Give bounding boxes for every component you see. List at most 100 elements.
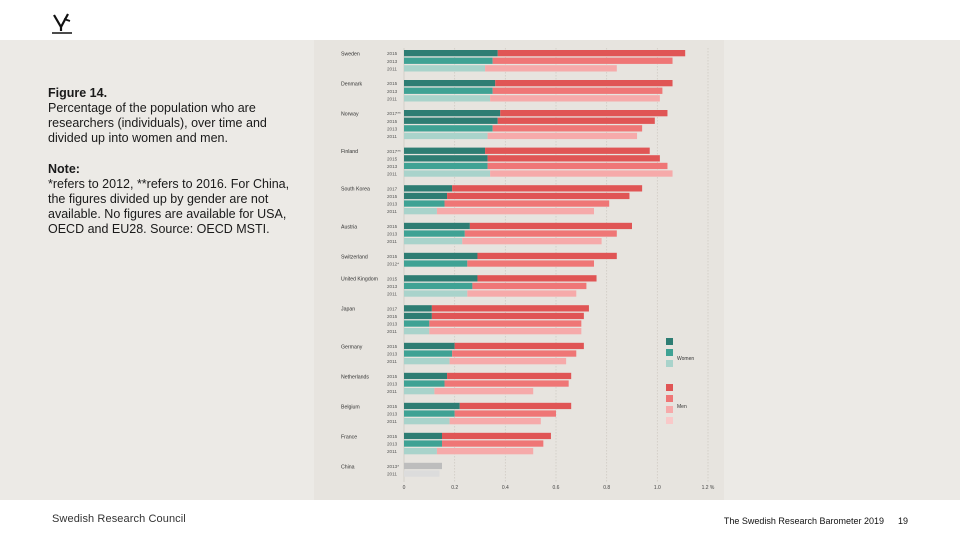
year-label: 2011 xyxy=(387,359,397,364)
year-label: 2015 xyxy=(387,156,398,161)
bar-men xyxy=(477,275,597,282)
bar-men xyxy=(487,132,638,140)
note-title: Note: xyxy=(48,162,80,176)
bar-women xyxy=(404,372,448,380)
country-label: China xyxy=(341,464,355,470)
bar-men xyxy=(442,432,551,440)
bar-men xyxy=(449,358,567,365)
bar-men xyxy=(500,110,668,117)
bar-men xyxy=(490,95,660,102)
x-tick-label: 0.4 xyxy=(502,485,509,491)
bar-women xyxy=(404,87,493,94)
legend-swatch-women xyxy=(666,349,673,356)
year-label: 2011 xyxy=(387,172,397,177)
bar-women xyxy=(404,110,501,117)
bar-men xyxy=(454,342,584,350)
year-label: 2013 xyxy=(387,284,398,289)
year-label: 2011 xyxy=(387,472,397,477)
country-label: Switzerland xyxy=(341,254,368,260)
year-label: 2017 xyxy=(387,186,398,191)
bar-women xyxy=(404,230,465,237)
bar-women xyxy=(404,57,493,64)
country-label: Denmark xyxy=(341,82,362,88)
year-label: 2015 xyxy=(387,276,398,281)
year-label: 2015 xyxy=(387,254,398,259)
bar-women xyxy=(404,65,486,72)
bar-men xyxy=(429,328,582,335)
bar-women xyxy=(404,200,445,207)
bar-total xyxy=(404,470,440,477)
year-label: 2013 xyxy=(387,412,398,417)
legend-swatch-women xyxy=(666,360,673,367)
bar-women xyxy=(404,147,486,154)
bar-women xyxy=(404,170,491,177)
bar-men xyxy=(459,402,572,410)
country-label: United Kingdom xyxy=(341,277,378,283)
country-label: Sweden xyxy=(341,52,360,58)
bar-women xyxy=(404,125,493,132)
bar-women xyxy=(404,380,445,387)
bar-women xyxy=(404,440,442,447)
bar-women xyxy=(404,388,435,395)
bar-men xyxy=(434,388,534,395)
bar-men xyxy=(452,350,577,357)
country-label: Finland xyxy=(341,149,358,155)
bar-women xyxy=(404,448,437,455)
bar-men xyxy=(487,162,668,170)
year-label: 2011 xyxy=(387,292,397,297)
figure-description: Percentage of the population who are res… xyxy=(48,101,267,145)
bar-men xyxy=(454,410,556,417)
bar-women xyxy=(404,418,450,425)
footer-brand: Swedish Research Council xyxy=(52,513,186,525)
bar-women xyxy=(404,402,460,410)
bar-men xyxy=(447,372,572,380)
country-label: Netherlands xyxy=(341,374,369,380)
year-label: 2013 xyxy=(387,126,398,131)
bar-men xyxy=(464,230,617,237)
country-label: Austria xyxy=(341,224,357,230)
bar-women xyxy=(404,290,468,297)
x-tick-label: 0.8 xyxy=(603,485,610,491)
bar-men xyxy=(497,117,655,124)
bar-men xyxy=(431,312,584,320)
chart-panel: Sweden 2015 2013 2011 Denmark 2015 2013 2011 Nor… xyxy=(314,40,724,500)
bar-men xyxy=(449,418,541,425)
bar-men xyxy=(467,260,594,267)
bar-women xyxy=(404,432,442,440)
bar-men xyxy=(447,192,630,200)
year-label: 2012* xyxy=(387,262,399,267)
bar-men xyxy=(444,380,569,387)
year-label: 2017** xyxy=(387,111,401,116)
figure-caption: Figure 14. Percentage of the population … xyxy=(48,86,298,237)
year-label: 2015 xyxy=(387,224,398,229)
year-label: 2017 xyxy=(387,306,398,311)
bar-men xyxy=(472,282,587,290)
bar-men xyxy=(469,222,632,230)
bar-men xyxy=(462,238,602,245)
bar-women xyxy=(404,238,463,245)
year-label: 2011 xyxy=(387,96,397,101)
bar-women xyxy=(404,342,455,350)
bar-women xyxy=(404,350,453,357)
bar-total xyxy=(404,462,442,470)
logo-icon xyxy=(48,10,76,36)
bar-women xyxy=(404,95,491,102)
bar-women xyxy=(404,305,432,312)
bar-men xyxy=(444,200,610,207)
bar-women xyxy=(404,192,448,200)
year-label: 2015 xyxy=(387,81,398,86)
year-label: 2015 xyxy=(387,374,398,379)
bar-women xyxy=(404,328,430,335)
country-label: Belgium xyxy=(341,404,360,410)
year-label: 2013 xyxy=(387,382,398,387)
country-label: South Korea xyxy=(341,187,370,193)
bar-women xyxy=(404,410,455,417)
bar-men xyxy=(431,305,589,312)
year-label: 2013 xyxy=(387,352,398,357)
bar-men xyxy=(452,185,643,192)
year-label: 2011 xyxy=(387,389,397,394)
x-tick-label: 0.2 xyxy=(451,485,458,491)
year-label: 2013* xyxy=(387,464,399,469)
bar-men xyxy=(477,252,617,260)
year-label: 2015 xyxy=(387,194,398,199)
